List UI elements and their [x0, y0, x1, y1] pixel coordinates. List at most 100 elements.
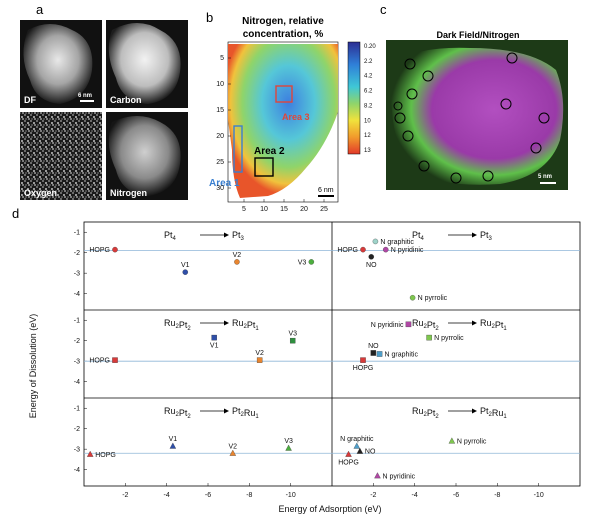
data-point [353, 442, 361, 449]
y-tick-label: -4 [74, 379, 80, 386]
panel-letter-a: a [36, 2, 44, 17]
data-label: N pyridinic [391, 247, 424, 254]
x-tick-label: -8 [246, 492, 252, 499]
reaction-label: Ru2Pt2 Pt2Ru1 [164, 406, 259, 420]
colorbar-tick-label: 6.2 [364, 89, 373, 95]
map-x-tick-label: 20 [300, 206, 308, 213]
x-axis-title: Energy of Adsorption (eV) [278, 504, 381, 514]
map-title-line2: concentration, % [243, 29, 324, 40]
data-label: N pyridinic [371, 322, 404, 329]
data-label: N pyrrolic [434, 335, 464, 342]
colorbar-tick-label: 10 [364, 118, 371, 124]
colorbar [347, 41, 361, 155]
y-tick-label: -3 [74, 447, 80, 454]
reaction-text: Pt2Ru1 [480, 406, 507, 420]
site-circle [393, 101, 403, 111]
y-tick-label: -2 [74, 426, 80, 433]
scatter-grid: -1 -1 -1 -2 -2 -2 -3 -3 -3 -4 -4 -4 -2 -2 -4 -4 -6 -6 -8 -8… [74, 221, 581, 499]
data-label: V2 [233, 252, 242, 259]
data-point [382, 246, 389, 253]
site-circle [506, 52, 518, 64]
reaction-label: Ru2Pt2 Pt2Ru1 [412, 406, 507, 420]
map-scale-label: 6 nm [318, 187, 334, 194]
data-point [289, 337, 296, 344]
reaction-arrowhead [224, 320, 229, 326]
map-y-tick-label: 25 [216, 159, 224, 166]
reaction-text: Pt2Ru1 [232, 406, 259, 420]
data-label: V2 [229, 443, 238, 450]
x-tick-label: -4 [164, 492, 170, 499]
colorbar-tick-label: 12 [364, 133, 371, 139]
tile-nitrogen: Nitrogen [106, 112, 188, 200]
data-label: V3 [284, 438, 293, 445]
reaction-label: Ru2Pt2 Ru2Pt1 [412, 318, 507, 332]
map-x-ticks: 5 10 15 20 25 [242, 199, 328, 213]
data-point [86, 450, 94, 457]
reaction-text: Pt4 [164, 230, 177, 242]
map-y-tick-label: 20 [216, 133, 224, 140]
site-circle [450, 172, 462, 184]
map-y-ticks: 5 10 15 20 25 30 [216, 55, 231, 192]
map-y-tick-label: 5 [220, 55, 224, 62]
site-circle [404, 58, 416, 70]
panel-letter-c: c [380, 2, 387, 17]
dfn-scale-label: 5 nm [538, 174, 552, 180]
reaction-text: Ru2Pt1 [232, 318, 259, 332]
data-label: N graphitic [340, 436, 374, 443]
data-label: HOPG [353, 365, 374, 372]
data-point [448, 437, 456, 444]
scatter-marks: Pt4 Pt3 HOPG V1 V2 V3 Pt4 Pt3 HOPG N graphitic NO N… [84, 230, 580, 480]
data-label: V1 [169, 436, 178, 443]
map-x-tick-label: 25 [320, 206, 328, 213]
tile-label: Carbon [110, 95, 142, 105]
site-circle [418, 160, 430, 172]
reaction-text: Ru2Pt2 [412, 318, 439, 332]
map-title-line1: Nitrogen, relative [242, 16, 324, 27]
x-tick-label: -8 [494, 492, 500, 499]
colorbar-tick-label: 2.2 [364, 59, 373, 65]
data-label: V3 [298, 259, 307, 266]
data-point [360, 246, 366, 253]
y-axis-title: Energy of Dissolution (eV) [28, 314, 38, 419]
data-label: N pyrrolic [418, 295, 448, 302]
reaction-arrowhead [472, 408, 477, 414]
data-label: HOPG [337, 247, 358, 254]
site-circle [482, 170, 494, 182]
map-scale-bar [318, 195, 334, 197]
data-label: HOPG [89, 247, 110, 254]
dfn-title: Dark Field/Nitrogen [436, 30, 519, 40]
data-point [345, 450, 352, 457]
x-tick-label: -10 [534, 492, 544, 499]
colorbar-tick-label: 0.20 [364, 44, 376, 50]
panel-letter-b: b [206, 10, 213, 25]
reaction-label: Pt4 Pt3 [412, 230, 493, 242]
data-label: N graphitic [380, 239, 414, 246]
reaction-text: Pt4 [412, 230, 425, 242]
colorbar-tick-label: 13 [364, 148, 371, 154]
site-circle [402, 130, 414, 142]
panel-b: Nitrogen, relative concentration, % Area… [209, 16, 376, 213]
area2-box [254, 157, 274, 177]
site-circle [394, 112, 406, 124]
data-point [112, 357, 118, 363]
x-tick-label: -10 [286, 492, 296, 499]
y-tick-label: -1 [74, 318, 80, 325]
data-label: N pyrrolic [457, 438, 487, 445]
data-point [285, 444, 292, 451]
data-point [409, 294, 416, 301]
colorbar-ticks: 0.20 2.2 4.2 6.2 8.2 10 12 13 [364, 44, 376, 154]
x-tick-label: -6 [453, 492, 459, 499]
y-tick-label: -4 [74, 467, 80, 474]
panel-c: Dark Field/Nitrogen 5 nm [386, 30, 568, 190]
site-circle [422, 70, 434, 82]
tile-oxygen: Oxygen [20, 112, 102, 200]
dfn-overlay [390, 47, 564, 185]
data-point [372, 238, 379, 245]
data-point [182, 269, 189, 275]
data-label: NO [366, 262, 377, 269]
data-point [211, 334, 217, 341]
data-point [405, 321, 412, 328]
data-point [256, 357, 263, 363]
y-tick-label: -2 [74, 250, 80, 257]
